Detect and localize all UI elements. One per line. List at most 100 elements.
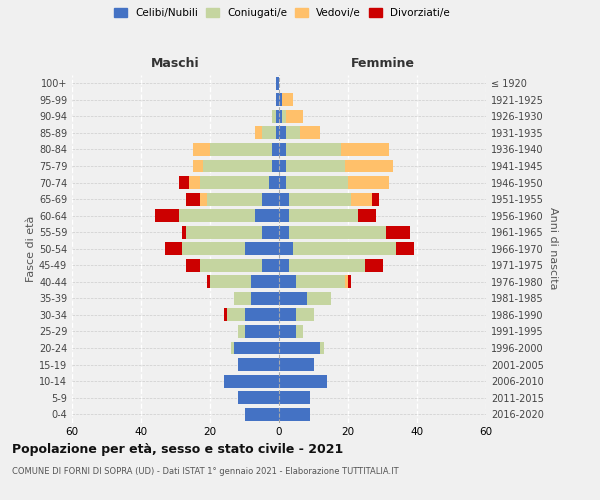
Bar xyxy=(234,292,251,305)
Text: Maschi: Maschi xyxy=(151,57,200,70)
Bar xyxy=(234,342,279,354)
Bar xyxy=(289,226,386,238)
Bar xyxy=(255,209,279,222)
Bar xyxy=(262,126,275,140)
Bar xyxy=(341,143,389,156)
Bar xyxy=(272,143,279,156)
Bar xyxy=(307,292,331,305)
Bar xyxy=(275,126,279,140)
Bar xyxy=(293,242,396,255)
Bar xyxy=(348,276,352,288)
Bar xyxy=(286,160,344,172)
Bar xyxy=(190,176,200,189)
Bar xyxy=(272,110,275,123)
Bar xyxy=(182,226,186,238)
Text: Popolazione per età, sesso e stato civile - 2021: Popolazione per età, sesso e stato civil… xyxy=(12,442,343,456)
Bar xyxy=(245,325,279,338)
Bar xyxy=(186,192,200,205)
Bar xyxy=(279,342,320,354)
Bar xyxy=(275,110,279,123)
Bar xyxy=(279,276,296,288)
Bar xyxy=(182,242,245,255)
Bar xyxy=(289,209,358,222)
Bar xyxy=(206,276,210,288)
Bar xyxy=(296,308,314,322)
Bar xyxy=(279,94,283,106)
Bar xyxy=(200,259,262,272)
Bar xyxy=(344,160,393,172)
Bar xyxy=(279,308,296,322)
Bar xyxy=(275,94,279,106)
Bar xyxy=(227,308,245,322)
Bar xyxy=(279,209,289,222)
Bar xyxy=(279,292,307,305)
Bar xyxy=(200,176,269,189)
Bar xyxy=(272,160,279,172)
Bar xyxy=(296,276,344,288)
Bar xyxy=(279,143,286,156)
Bar xyxy=(286,143,341,156)
Bar xyxy=(279,358,314,371)
Bar xyxy=(279,374,328,388)
Bar xyxy=(279,192,289,205)
Bar xyxy=(279,110,283,123)
Bar xyxy=(245,308,279,322)
Bar xyxy=(286,126,300,140)
Bar xyxy=(365,259,383,272)
Bar xyxy=(155,209,179,222)
Bar xyxy=(386,226,410,238)
Bar xyxy=(279,408,310,420)
Bar xyxy=(283,110,286,123)
Bar xyxy=(224,374,279,388)
Bar xyxy=(372,192,379,205)
Bar xyxy=(165,242,182,255)
Bar xyxy=(203,160,272,172)
Bar xyxy=(251,292,279,305)
Bar xyxy=(279,325,296,338)
Bar xyxy=(186,259,200,272)
Bar xyxy=(348,176,389,189)
Bar xyxy=(269,176,279,189)
Bar xyxy=(262,226,279,238)
Y-axis label: Fasce di età: Fasce di età xyxy=(26,216,36,282)
Bar xyxy=(210,276,251,288)
Bar xyxy=(193,143,210,156)
Bar xyxy=(251,276,279,288)
Legend: Celibi/Nubili, Coniugati/e, Vedovi/e, Divorziati/e: Celibi/Nubili, Coniugati/e, Vedovi/e, Di… xyxy=(111,5,453,21)
Bar xyxy=(286,110,303,123)
Bar xyxy=(358,209,376,222)
Bar xyxy=(179,209,255,222)
Bar xyxy=(179,176,190,189)
Y-axis label: Anni di nascita: Anni di nascita xyxy=(548,208,557,290)
Bar xyxy=(289,259,365,272)
Text: COMUNE DI FORNI DI SOPRA (UD) - Dati ISTAT 1° gennaio 2021 - Elaborazione TUTTIT: COMUNE DI FORNI DI SOPRA (UD) - Dati IST… xyxy=(12,468,398,476)
Bar xyxy=(352,192,372,205)
Bar xyxy=(286,176,348,189)
Bar xyxy=(238,391,279,404)
Bar xyxy=(200,192,206,205)
Bar xyxy=(283,94,293,106)
Bar xyxy=(186,226,262,238)
Text: Femmine: Femmine xyxy=(350,57,415,70)
Bar xyxy=(238,358,279,371)
Bar xyxy=(344,276,348,288)
Bar xyxy=(279,242,293,255)
Bar xyxy=(289,192,352,205)
Bar xyxy=(279,126,286,140)
Bar xyxy=(193,160,203,172)
Bar xyxy=(275,77,279,90)
Bar xyxy=(210,143,272,156)
Bar xyxy=(238,325,245,338)
Bar xyxy=(279,176,286,189)
Bar xyxy=(300,126,320,140)
Bar xyxy=(279,226,289,238)
Bar xyxy=(279,160,286,172)
Bar xyxy=(224,308,227,322)
Bar xyxy=(279,259,289,272)
Bar xyxy=(262,192,279,205)
Bar xyxy=(296,325,303,338)
Bar xyxy=(255,126,262,140)
Bar xyxy=(320,342,324,354)
Bar xyxy=(279,391,310,404)
Bar xyxy=(396,242,413,255)
